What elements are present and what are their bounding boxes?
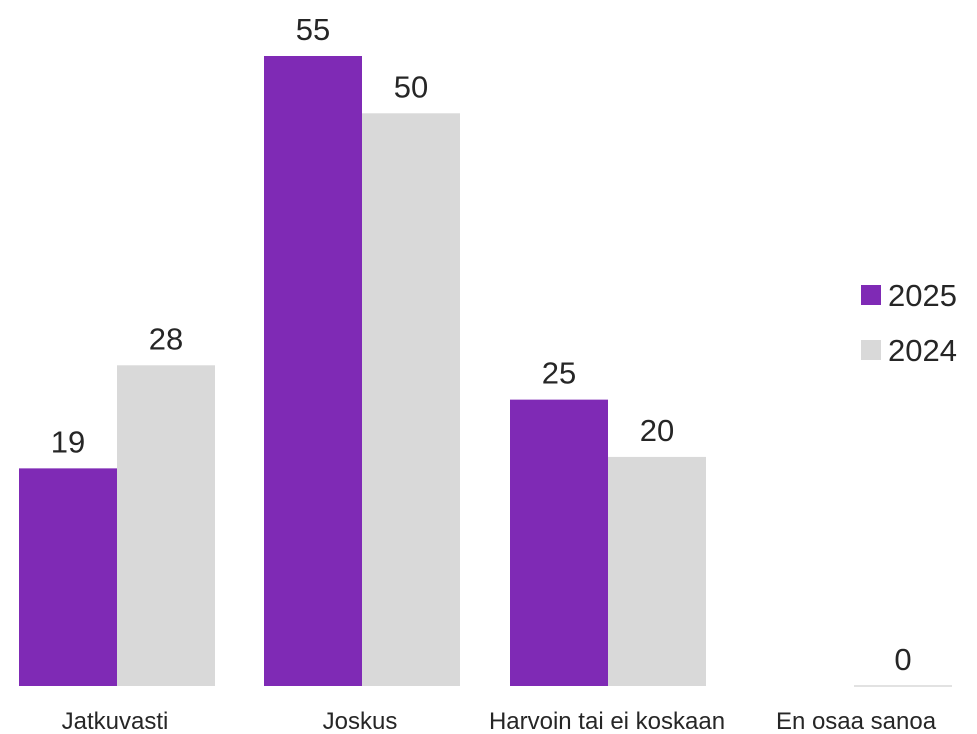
category-labels-group: Jatkuvasti Joskus Harvoin tai ei koskaan En…	[62, 708, 937, 734]
data-label-2025-2: 25	[542, 356, 576, 391]
legend-swatch-2024	[861, 340, 881, 360]
data-label-2025-1: 55	[296, 12, 330, 47]
legend: 2025 2024	[861, 278, 957, 368]
bar-2024-2	[608, 456, 706, 686]
legend-swatch-2025	[861, 285, 881, 305]
bar-2025-0	[19, 468, 117, 686]
bars-group	[19, 56, 952, 687]
data-label-2024-3: 0	[894, 642, 911, 677]
legend-label-2024: 2024	[888, 333, 957, 368]
legend-label-2025: 2025	[888, 278, 957, 313]
value-labels-group: 19 28 55 50 25 20 0	[51, 12, 912, 677]
bar-2024-0	[117, 365, 215, 686]
category-label-1: Joskus	[323, 708, 398, 734]
category-label-0: Jatkuvasti	[62, 708, 169, 734]
bar-2025-1	[264, 56, 362, 686]
data-label-2024-2: 20	[640, 413, 674, 448]
data-label-2024-1: 50	[394, 69, 428, 104]
data-label-2025-0: 19	[51, 424, 85, 459]
data-label-2024-0: 28	[149, 321, 183, 356]
bar-2024-1	[362, 113, 460, 686]
category-label-2: Harvoin tai ei koskaan	[489, 708, 725, 734]
category-label-3: En osaa sanoa	[776, 708, 937, 734]
bar-2025-2	[510, 399, 608, 686]
